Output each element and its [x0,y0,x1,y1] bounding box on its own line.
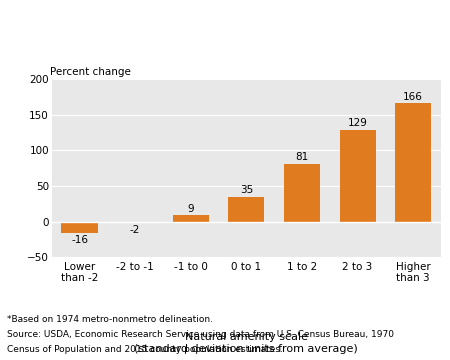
Text: Percent change: Percent change [50,67,130,77]
Text: 129: 129 [348,118,368,128]
Text: Source: USDA, Economic Research Service using data from U.S. Census Bureau, 1970: Source: USDA, Economic Research Service … [7,330,394,339]
Text: Natural amenity scale
(standard deviation units from average): Natural amenity scale (standard deviatio… [135,332,358,354]
Text: 166: 166 [403,92,423,102]
Text: Census of Population and 2015 county population estimates.: Census of Population and 2015 county pop… [7,345,283,354]
Bar [117,222,153,223]
Bar [62,222,98,233]
Text: Median nonmetropolitan* county population change, 1970-2015, by
level of natural: Median nonmetropolitan* county populatio… [7,13,450,43]
Bar [284,164,320,222]
Text: 9: 9 [188,203,194,213]
Text: 81: 81 [295,152,309,162]
Text: *Based on 1974 metro-nonmetro delineation.: *Based on 1974 metro-nonmetro delineatio… [7,315,213,324]
Text: 35: 35 [240,185,253,195]
Bar [339,130,376,222]
Bar [395,103,431,222]
Text: -2: -2 [130,225,140,235]
Bar [228,197,265,222]
Text: -16: -16 [71,235,88,245]
Bar [173,215,209,222]
